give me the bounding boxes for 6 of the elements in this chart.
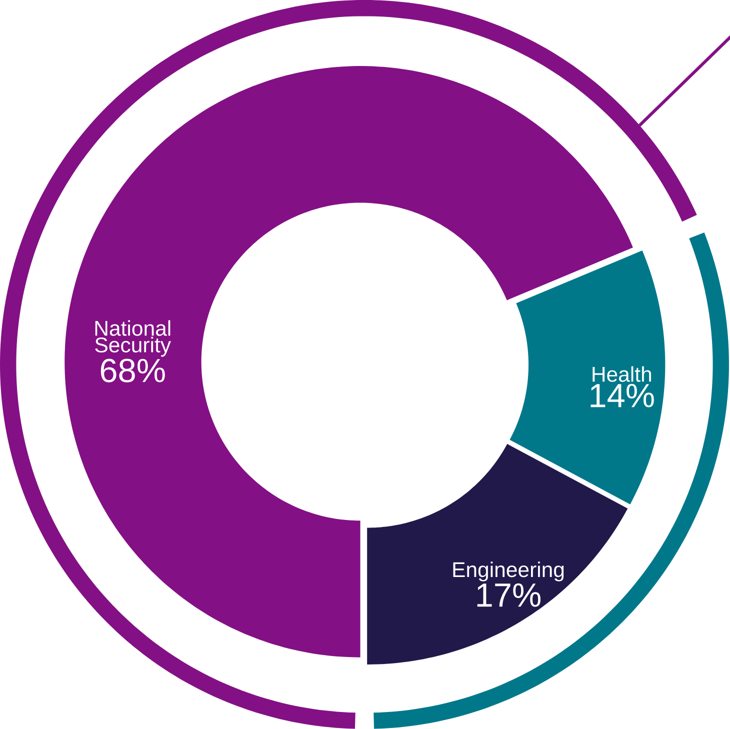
text: 17% xyxy=(477,583,541,607)
slice-label: National Security xyxy=(95,320,171,357)
text: 68% xyxy=(100,358,165,382)
text: 14% xyxy=(590,384,654,408)
slice-label: Engineering xyxy=(453,562,564,582)
slice-label: Health xyxy=(592,366,652,382)
